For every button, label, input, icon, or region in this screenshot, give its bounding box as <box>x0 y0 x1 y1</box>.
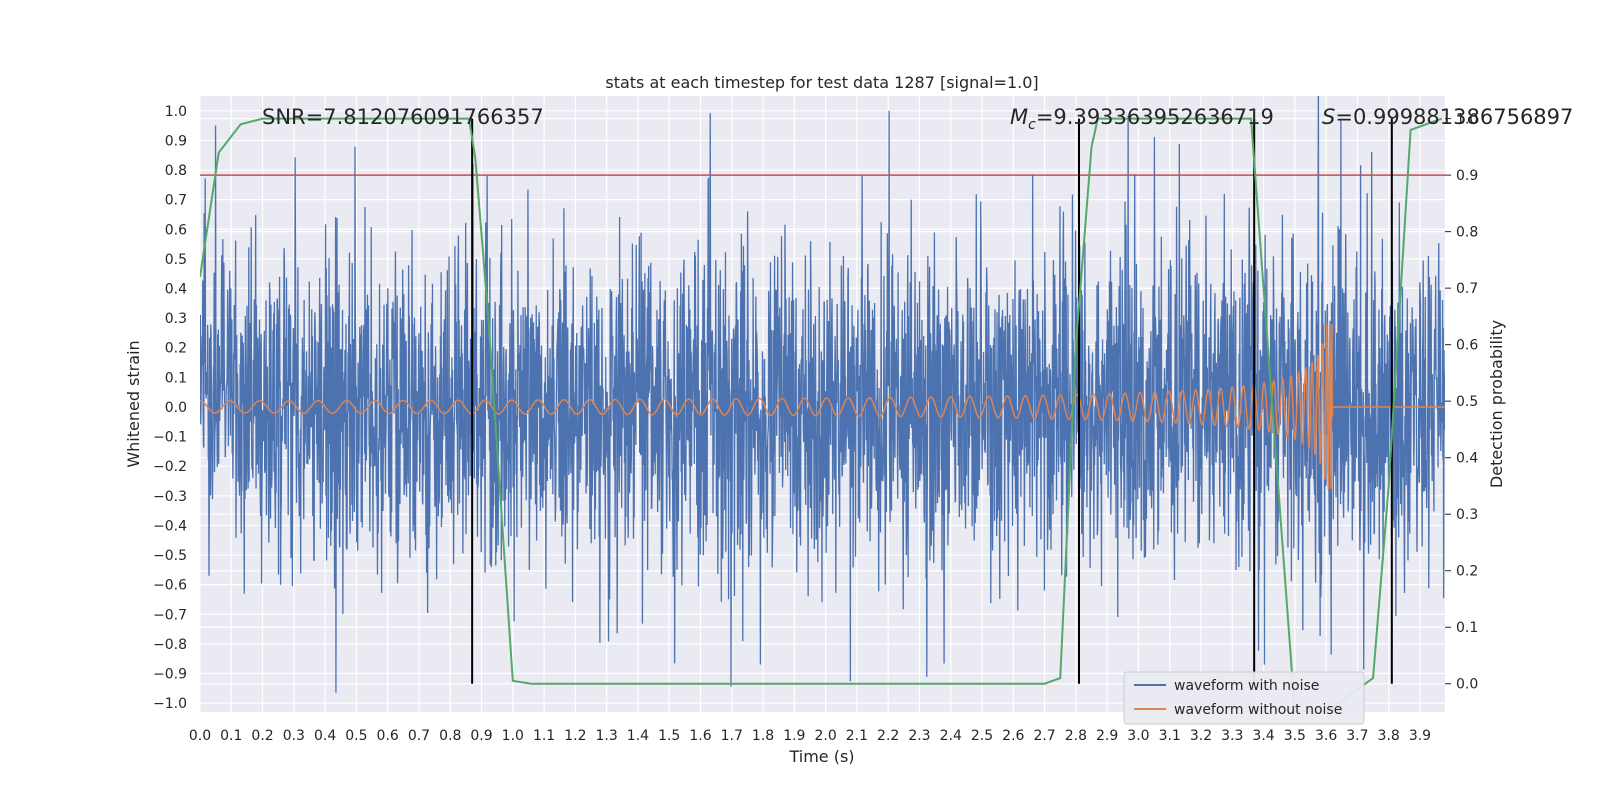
x-tick-label: 1.8 <box>752 728 774 744</box>
legend: waveform with noise waveform without noi… <box>1123 671 1365 725</box>
waveform-with-noise-series <box>200 96 1445 693</box>
y2-tick-label: 0.2 <box>1456 564 1478 580</box>
x-tick-label: 0.7 <box>408 728 430 744</box>
x-tick-label: 3.8 <box>1378 728 1400 744</box>
x-tick-label: 2.6 <box>1002 728 1024 744</box>
x-tick-label: 3.9 <box>1409 728 1431 744</box>
mc-annotation: Mc=9.393363952636719 <box>1010 105 1274 133</box>
x-tick-label: 3.3 <box>1221 728 1243 744</box>
x-tick-label: 2.4 <box>940 728 962 744</box>
x-tick-label: 1.9 <box>783 728 805 744</box>
plot-area <box>200 96 1445 712</box>
detection-probability-series <box>200 117 1443 712</box>
y2-tick-label: 0.4 <box>1456 451 1478 467</box>
y2-tick-label: 0.3 <box>1456 507 1478 523</box>
y-tick-label: −0.6 <box>153 578 187 594</box>
y-tick-label: 0.5 <box>165 252 187 268</box>
x-tick-label: 3.1 <box>1159 728 1181 744</box>
y2-tick-label: 0.5 <box>1456 394 1478 410</box>
legend-label-clean: waveform without noise <box>1174 702 1342 718</box>
x-tick-label: 3.6 <box>1315 728 1337 744</box>
y-tick-label: −0.7 <box>153 607 187 623</box>
x-tick-label: 0.9 <box>470 728 492 744</box>
x-tick-label: 1.6 <box>689 728 711 744</box>
x-axis-label: Time (s) <box>788 747 854 766</box>
y-tick-label: −0.9 <box>153 667 187 683</box>
s-annotation: S=0.999881386756897 <box>1322 105 1573 129</box>
x-tick-label: 2.8 <box>1065 728 1087 744</box>
y-tick-label: 0.9 <box>165 133 187 149</box>
x-tick-label: 0.2 <box>251 728 273 744</box>
y-tick-label: −0.3 <box>153 489 187 505</box>
y-tick-label: −0.4 <box>153 518 187 534</box>
y2-tick-label: 0.7 <box>1456 281 1478 297</box>
y2-axis-label: Detection probability <box>1487 320 1506 488</box>
y-tick-label: 0.6 <box>165 222 187 238</box>
y-tick-label: 0.7 <box>165 193 187 209</box>
legend-label-noise: waveform with noise <box>1174 678 1319 694</box>
x-tick-label: 2.5 <box>971 728 993 744</box>
y-tick-label: 0.2 <box>165 341 187 357</box>
x-tick-label: 2.9 <box>1096 728 1118 744</box>
y-tick-label: −0.8 <box>153 637 187 653</box>
s-value: =0.999881386756897 <box>1335 105 1573 129</box>
y-tick-label: −0.2 <box>153 459 187 475</box>
x-tick-label: 1.2 <box>564 728 586 744</box>
mc-value: =9.393363952636719 <box>1036 105 1274 129</box>
y2-tick-label: 0.9 <box>1456 168 1478 184</box>
y2-tick-label: 0.0 <box>1456 677 1478 693</box>
x-tick-label: 0.5 <box>345 728 367 744</box>
y-tick-label: 0.1 <box>165 370 187 386</box>
x-tick-label: 2.0 <box>814 728 836 744</box>
x-tick-label: 0.1 <box>220 728 242 744</box>
y-axis-label: Whitened strain <box>124 340 143 467</box>
y2-tick-label: 0.8 <box>1456 225 1478 241</box>
x-tick-label: 0.6 <box>377 728 399 744</box>
x-tick-label: 1.7 <box>721 728 743 744</box>
y-tick-label: 0.0 <box>165 400 187 416</box>
x-tick-label: 3.4 <box>1252 728 1274 744</box>
y-tick-label: −1.0 <box>153 696 187 712</box>
y2-tick-label: 1.0 <box>1456 112 1478 128</box>
x-tick-label: 1.1 <box>533 728 555 744</box>
x-tick-label: 3.7 <box>1346 728 1368 744</box>
x-tick-label: 3.0 <box>1127 728 1149 744</box>
vertical-markers <box>471 118 1393 684</box>
x-tick-label: 1.3 <box>596 728 618 744</box>
x-tick-label: 2.2 <box>877 728 899 744</box>
mc-symbol: M <box>1010 105 1028 129</box>
legend-box <box>1123 671 1365 725</box>
x-tick-label: 2.7 <box>1033 728 1055 744</box>
x-tick-label: 3.2 <box>1190 728 1212 744</box>
y2-axis-ticks: 1.0 0.9 0.8 0.7 0.6 0.5 0.4 0.3 0.2 0.1 0.0 <box>1445 112 1478 693</box>
snr-annotation: SNR=7.812076091766357 <box>262 105 544 129</box>
x-tick-label: 1.4 <box>627 728 649 744</box>
y-tick-label: 0.3 <box>165 311 187 327</box>
x-tick-label: 0.4 <box>314 728 336 744</box>
y2-tick-label: 0.1 <box>1456 620 1478 636</box>
x-axis-ticks: 0.0 0.1 0.2 0.3 0.4 0.5 0.6 0.7 0.8 0.9 1.0 1.1 1.2 1… <box>189 728 1431 744</box>
x-tick-label: 1.5 <box>658 728 680 744</box>
y-axis-ticks: 1.0 0.9 0.8 0.7 0.6 0.5 0.4 0.3 0.2 0.1 0.0 −0.1 −0.… <box>153 104 187 712</box>
chart-title: stats at each timestep for test data 128… <box>605 73 1038 92</box>
s-symbol: S <box>1322 105 1335 129</box>
waveform-without-noise-series <box>200 324 1445 490</box>
x-tick-label: 2.3 <box>908 728 930 744</box>
y-tick-label: 1.0 <box>165 104 187 120</box>
x-tick-label: 0.0 <box>189 728 211 744</box>
x-tick-label: 0.8 <box>439 728 461 744</box>
y-tick-label: 0.4 <box>165 282 187 298</box>
y2-tick-label: 0.6 <box>1456 338 1478 354</box>
x-tick-label: 1.0 <box>502 728 524 744</box>
y-tick-label: 0.8 <box>165 163 187 179</box>
y-tick-label: −0.1 <box>153 430 187 446</box>
x-tick-label: 0.3 <box>283 728 305 744</box>
x-tick-label: 3.5 <box>1284 728 1306 744</box>
x-tick-label: 2.1 <box>846 728 868 744</box>
y-tick-label: −0.5 <box>153 548 187 564</box>
mc-subscript: c <box>1028 117 1036 133</box>
